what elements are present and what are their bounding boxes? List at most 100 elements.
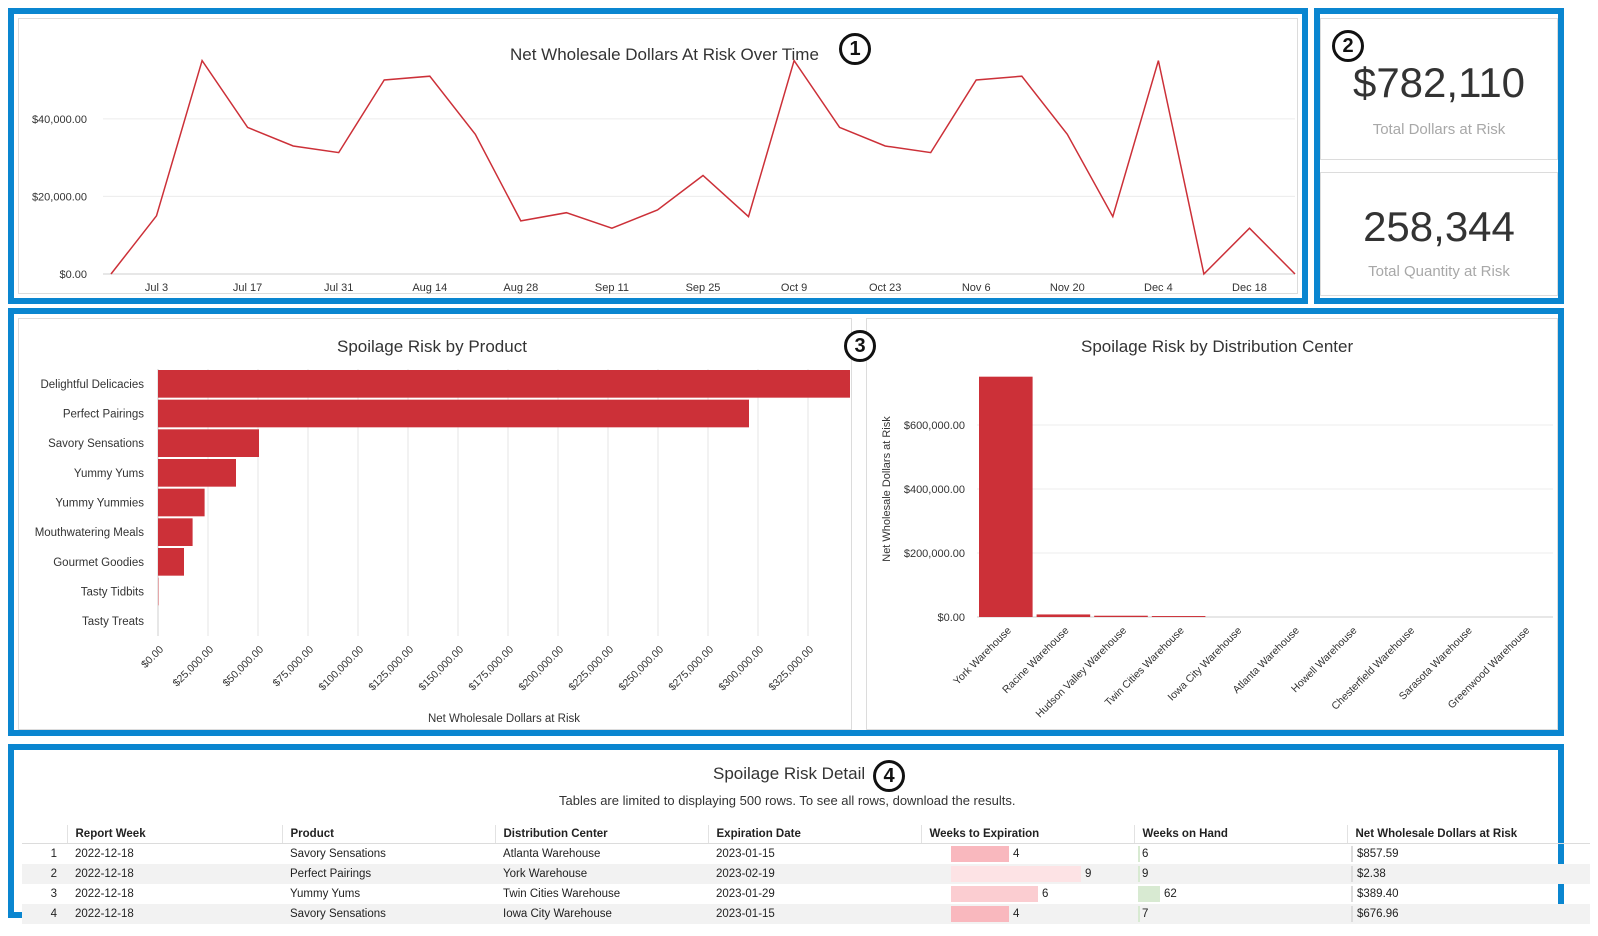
line-x-tick-label: Oct 23: [869, 282, 901, 294]
product-bar: [158, 459, 236, 487]
line-point: [245, 125, 250, 130]
product-x-axis-label: Net Wholesale Dollars at Risk: [428, 713, 580, 725]
line-point: [837, 125, 842, 130]
detail-panel: Spoilage Risk Detail Tables are limited …: [8, 744, 1590, 924]
dollars-value: $2.38: [1357, 868, 1386, 880]
dc-category-label: York Warehouse: [951, 625, 1014, 688]
product-x-tick-label: $0.00: [139, 644, 166, 671]
cell-product: Yummy Yums: [290, 888, 361, 900]
dollars-bar: [1351, 906, 1353, 922]
column-header-expiration-date[interactable]: Expiration Date: [707, 825, 921, 844]
column-header-weeks-to-expiration[interactable]: Weeks to Expiration: [920, 825, 1134, 844]
product-x-tick-label: $125,000.00: [366, 644, 416, 694]
table-row[interactable]: 3 2022-12-18 Yummy Yums Twin Cities Ware…: [22, 884, 1590, 904]
weeks-on-hand-bar: [1138, 906, 1140, 922]
line-chart-panel: Net Wholesale Dollars At Risk Over Time …: [8, 8, 1308, 304]
product-x-tick-label: $150,000.00: [416, 644, 466, 694]
line-x-tick-label: Nov 6: [962, 282, 991, 294]
dc-bar-chart[interactable]: $0.00 $200,000.00 $400,000.00 $600,000.00 Yo…: [867, 319, 1559, 731]
product-category-label: Savory Sensations: [48, 438, 144, 450]
line-point: [746, 214, 751, 219]
cell-product: Perfect Pairings: [282, 864, 495, 884]
dollars-value: $857.59: [1357, 848, 1399, 860]
table-row[interactable]: 4 2022-12-18 Savory Sensations Iowa City…: [22, 904, 1590, 924]
detail-note: Tables are limited to displaying 500 row…: [559, 793, 1016, 808]
line-point: [1019, 74, 1024, 79]
dc-chart-tile: Spoilage Risk by Distribution Center $0.…: [866, 318, 1558, 730]
line-x-tick-label: Sep 11: [595, 282, 629, 294]
line-point: [427, 74, 432, 79]
badge-4: 4: [873, 760, 905, 792]
line-x-tick-label: Jul 17: [233, 282, 262, 294]
column-header-weeks-on-hand[interactable]: Weeks on Hand: [1133, 825, 1347, 844]
cell-report-week: 2022-12-18: [67, 864, 282, 884]
badge-2: 2: [1332, 30, 1364, 62]
table-row[interactable]: 2 2022-12-18 Perfect Pairings York Wareh…: [22, 864, 1590, 884]
line-point: [291, 143, 296, 148]
line-series: [110, 58, 1296, 276]
weeks-on-hand-bar: [1138, 846, 1140, 862]
dc-y-tick-label: $600,000.00: [904, 420, 965, 432]
cell-weeks-on-hand: 7: [1134, 904, 1347, 924]
column-header-report-week[interactable]: Report Week: [66, 825, 282, 844]
product-x-tick-label: $25,000.00: [170, 644, 216, 690]
badge-1: 1: [839, 33, 871, 65]
product-bar: [158, 429, 259, 457]
cell-report-week: 2022-12-18: [67, 904, 282, 924]
table-header-row: Report Week Product Distribution Center …: [22, 825, 1590, 844]
cell-weeks-on-hand: 6: [1134, 844, 1347, 865]
line-point: [792, 58, 797, 63]
cell-product: Savory Sensations: [290, 848, 386, 860]
line-point: [564, 210, 569, 215]
product-x-tick-label: $175,000.00: [466, 644, 516, 694]
kpi-total-dollars-value: $782,110: [1352, 59, 1526, 106]
cell-distribution-center: York Warehouse: [495, 864, 708, 884]
dc-bar: [979, 376, 1033, 617]
dc-chart-title: Spoilage Risk by Distribution Center: [1081, 337, 1354, 356]
kpi-total-dollars-label: Total Dollars at Risk: [1372, 121, 1506, 138]
product-bar-chart[interactable]: $0.00 $25,000.00 $50,000.00 $75,000.00 $100,…: [19, 319, 853, 731]
cell-weeks-to-expiration: 6: [921, 884, 1134, 904]
row-index: 3: [50, 888, 57, 900]
line-point: [1110, 214, 1115, 219]
line-chart-title: Net Wholesale Dollars At Risk Over Time: [510, 45, 819, 64]
weeks-to-expiration-value: 4: [1013, 848, 1020, 860]
dc-y-tick-label: $400,000.00: [904, 484, 965, 496]
line-x-tick-label: Dec 18: [1232, 282, 1267, 294]
product-x-tick-label: $275,000.00: [666, 644, 716, 694]
dollars-value: $676.96: [1357, 908, 1399, 920]
weeks-on-hand-value: 9: [1142, 868, 1149, 880]
column-header-net-wholesale-dollars[interactable]: Net Wholesale Dollars at Risk: [1346, 825, 1590, 844]
line-x-tick-label: Jul 31: [324, 282, 353, 294]
row-index: 4: [22, 904, 67, 924]
column-header-distribution-center[interactable]: Distribution Center: [494, 825, 708, 844]
dollars-bar: [1351, 866, 1353, 882]
dollars-bar: [1351, 886, 1353, 902]
cell-net-wholesale-dollars: $2.38: [1347, 864, 1590, 884]
line-point: [1201, 272, 1206, 277]
cell-weeks-on-hand: 62: [1134, 884, 1347, 904]
line-point: [1065, 132, 1070, 137]
line-point: [1247, 226, 1252, 231]
weeks-on-hand-bar: [1138, 866, 1140, 882]
product-x-tick-label: $200,000.00: [516, 644, 566, 694]
line-point: [200, 58, 205, 63]
weeks-to-expiration-bar: [951, 846, 1009, 862]
bar-charts-panel: Spoilage Risk by Product $0.00 $25,000.00…: [8, 308, 1564, 736]
line-point: [974, 78, 979, 83]
weeks-to-expiration-bar: [951, 866, 1081, 882]
cell-weeks-to-expiration: 4: [921, 844, 1134, 865]
line-point: [154, 213, 159, 218]
line-point: [336, 150, 341, 155]
line-chart[interactable]: $0.00 $20,000.00 $40,000.00 Jul 3 Jul 17 Jul …: [19, 19, 1299, 295]
line-y-tick-label: $20,000.00: [32, 191, 87, 203]
cell-net-wholesale-dollars: $389.40: [1347, 884, 1590, 904]
cell-expiration-date: 2023-01-29: [716, 888, 775, 900]
detail-table: Report Week Product Distribution Center …: [22, 825, 1590, 924]
weeks-on-hand-bar: [1138, 886, 1160, 902]
line-x-tick-label: Dec 4: [1144, 282, 1173, 294]
column-header-product[interactable]: Product: [281, 825, 495, 844]
line-chart-tile: Net Wholesale Dollars At Risk Over Time …: [18, 18, 1298, 294]
table-row[interactable]: 1 2022-12-18 Savory Sensations Atlanta W…: [22, 844, 1590, 865]
product-category-label: Tasty Treats: [82, 616, 144, 628]
